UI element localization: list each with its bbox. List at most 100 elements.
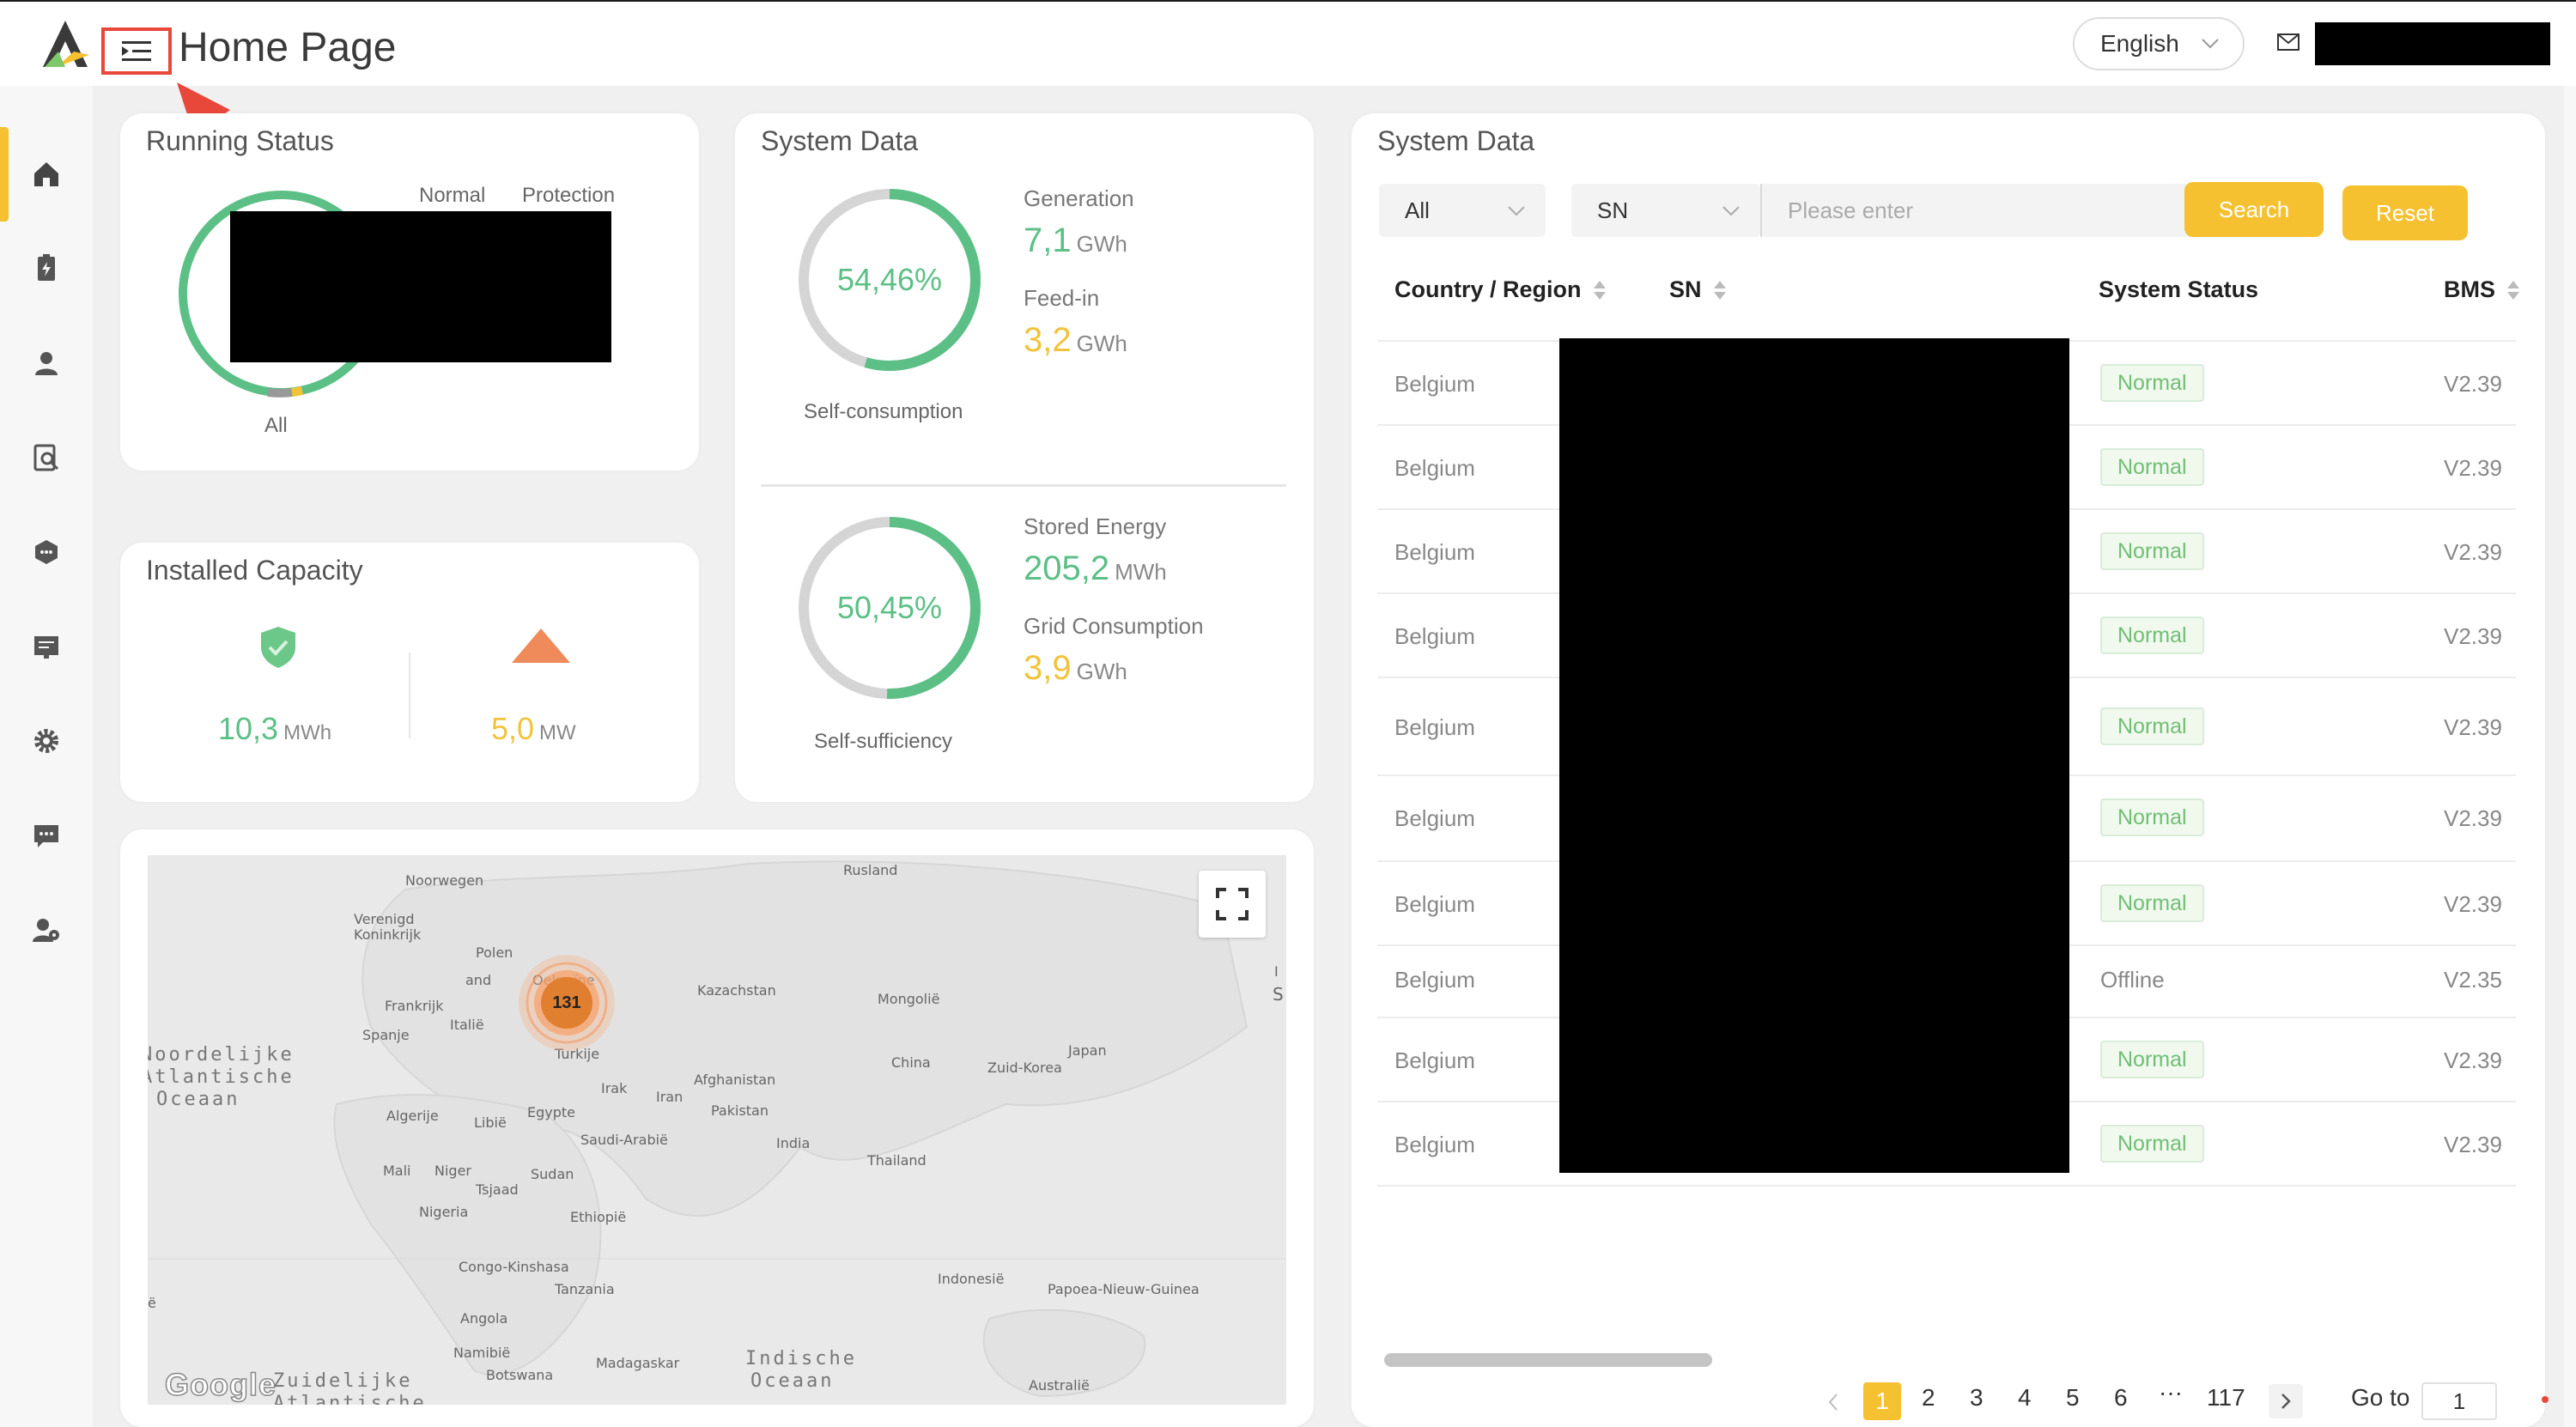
- site-cluster-marker[interactable]: 131: [515, 951, 618, 1054]
- capacity-divider: [409, 653, 410, 738]
- status-badge: Normal: [2100, 616, 2204, 654]
- pagination-page[interactable]: 4: [2018, 1384, 2032, 1411]
- battery-icon: [38, 254, 55, 281]
- pagination-page-current[interactable]: 1: [1863, 1382, 1901, 1420]
- generation-value: 7,1: [1024, 222, 1072, 259]
- sidebar-item-battery[interactable]: [0, 222, 93, 316]
- map-label-fragment: and: [465, 972, 492, 988]
- sidebar-item-user[interactable]: [0, 316, 93, 410]
- map-label-fragment: I: [1274, 963, 1279, 980]
- map-label: Italië: [450, 1017, 484, 1033]
- ocean-line: Indische: [745, 1348, 857, 1369]
- map-label: Namibië: [453, 1345, 511, 1361]
- field-filter-select[interactable]: SN: [1571, 184, 1760, 237]
- cell-country: Belgium: [1394, 967, 1475, 993]
- table-row[interactable]: Belgium Normal V2.39: [1377, 1102, 2516, 1187]
- pagination-page-last[interactable]: 117: [2207, 1384, 2245, 1411]
- sidebar-item-report[interactable]: [0, 599, 93, 694]
- page-scrollbar[interactable]: [2564, 86, 2576, 1427]
- country-filter-select[interactable]: All: [1379, 184, 1546, 237]
- stored-energy-unit: MWh: [1115, 559, 1167, 585]
- pagination-page[interactable]: 5: [2066, 1384, 2080, 1411]
- feedin-label: Feed-in: [1024, 285, 1100, 311]
- reset-button[interactable]: Reset: [2342, 185, 2468, 240]
- sidebar-item-home[interactable]: [0, 127, 93, 222]
- status-badge: Normal: [2100, 884, 2204, 922]
- fullscreen-icon: [1216, 888, 1249, 920]
- status-badge: Normal: [2100, 448, 2204, 486]
- self-sufficiency-caption: Self-sufficiency: [814, 730, 952, 753]
- cluster-pulse: [519, 955, 615, 1051]
- generation-unit: GWh: [1076, 231, 1127, 257]
- self-consumption-percent: 54,46%: [837, 262, 942, 297]
- cell-country: Belgium: [1394, 714, 1475, 740]
- map-label: Frankrijk: [385, 998, 444, 1014]
- map-land-shapes: [148, 860, 1286, 1398]
- sidebar-item-settings[interactable]: [0, 694, 93, 788]
- column-label: SN: [1669, 276, 1702, 302]
- map-label: Indonesië: [938, 1271, 1005, 1287]
- map-label: Libië: [474, 1114, 507, 1131]
- status-badge: Normal: [2100, 1041, 2204, 1078]
- language-select[interactable]: English: [2073, 17, 2245, 70]
- pagination-prev-icon[interactable]: [1822, 1389, 1844, 1415]
- shield-check-icon: [261, 627, 295, 668]
- status-badge: Normal: [2100, 1125, 2204, 1163]
- system-data-summary-card: System Data 54,46% Self-consumption Gene…: [735, 113, 1314, 802]
- power-capacity: 5,0 MW: [491, 711, 576, 747]
- grid-consumption-value: 3,9: [1024, 649, 1072, 687]
- mail-icon[interactable]: [2275, 29, 2301, 55]
- message-icon: [34, 825, 58, 847]
- pagination-ellipsis[interactable]: ···: [2159, 1379, 2183, 1406]
- pagination-next-icon[interactable]: [2269, 1384, 2303, 1418]
- map-label: Rusland: [843, 862, 898, 878]
- card-title: System Data: [761, 125, 919, 156]
- map-label-fragment: S: [1273, 984, 1284, 1005]
- map-label: Australië: [1029, 1377, 1090, 1394]
- map-label: Japan: [1068, 1042, 1107, 1059]
- pagination-page[interactable]: 6: [2114, 1384, 2128, 1411]
- search-input[interactable]: Please enter: [1760, 184, 2210, 237]
- self-consumption-caption: Self-consumption: [804, 400, 963, 423]
- map-label: Tsjaad: [476, 1181, 519, 1198]
- sidebar-item-device[interactable]: [0, 505, 93, 599]
- sidebar-item-search[interactable]: [0, 410, 93, 505]
- cell-country: Belgium: [1394, 1047, 1475, 1073]
- ocean-line: Atlantische: [148, 1066, 295, 1088]
- column-header-status: System Status: [2099, 276, 2258, 303]
- search-doc-icon: [33, 444, 59, 471]
- search-button[interactable]: Search: [2184, 182, 2324, 237]
- map-label: Afghanistan: [694, 1072, 776, 1088]
- cell-bms: V2.35: [2444, 967, 2502, 993]
- cell-bms: V2.39: [2444, 1132, 2502, 1157]
- table-row[interactable]: Belgium Normal V2.39: [1377, 776, 2516, 862]
- map-label: Thailand: [867, 1152, 927, 1169]
- running-status-card: Running Status Normal Protection All: [120, 113, 699, 471]
- report-icon: [34, 636, 58, 659]
- goto-page-input[interactable]: 1: [2421, 1382, 2497, 1420]
- cell-bms: V2.39: [2444, 714, 2502, 740]
- app-logo[interactable]: [39, 17, 93, 70]
- sort-icon: [2507, 280, 2519, 300]
- world-map[interactable]: Noorwegen Rusland Verenigd Koninkrijk Po…: [148, 855, 1286, 1405]
- user-account-redacted[interactable]: [2315, 22, 2550, 65]
- menu-toggle-button[interactable]: [101, 27, 172, 75]
- column-header-sn[interactable]: SN: [1669, 276, 1728, 303]
- ocean-label-north-atlantic: Noordelijke Atlantische Oceaan: [148, 1044, 295, 1111]
- card-title: System Data: [1377, 125, 1535, 156]
- sidebar-item-users[interactable]: [0, 883, 93, 977]
- google-logo[interactable]: Google: [164, 1366, 276, 1403]
- fullscreen-button[interactable]: [1199, 871, 1266, 938]
- column-header-bms[interactable]: BMS: [2444, 276, 2521, 303]
- map-label: Madagaskar: [596, 1355, 680, 1371]
- horizontal-scrollbar-thumb[interactable]: [1384, 1353, 1712, 1367]
- pagination-page[interactable]: 3: [1970, 1384, 1984, 1411]
- column-header-country[interactable]: Country / Region: [1394, 276, 1607, 303]
- sn-redacted-area: [1559, 338, 2069, 1173]
- sidebar-item-messages[interactable]: [0, 788, 93, 883]
- map-label: Algerije: [386, 1108, 439, 1124]
- ocean-line: Zuidelijke: [273, 1370, 413, 1392]
- pagination-page[interactable]: 2: [1922, 1384, 1935, 1411]
- column-label: BMS: [2444, 276, 2495, 302]
- cell-country: Belgium: [1394, 371, 1475, 397]
